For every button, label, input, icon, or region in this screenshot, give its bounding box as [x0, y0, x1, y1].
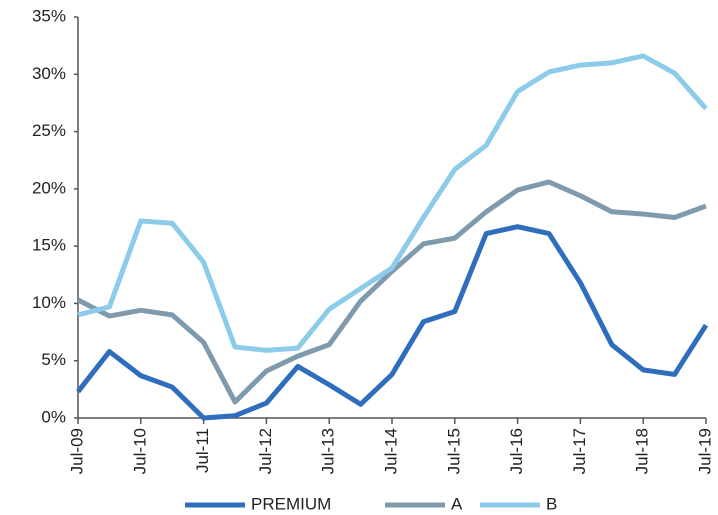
- y-tick-label: 15%: [32, 236, 66, 255]
- x-tick-label: Jul-13: [319, 428, 338, 474]
- series-line: [76, 179, 707, 405]
- series-line: [77, 53, 708, 353]
- y-tick-label: 0%: [41, 407, 66, 426]
- y-tick-label: 25%: [32, 121, 66, 140]
- legend-label: A: [451, 494, 463, 513]
- y-tick-label: 30%: [32, 64, 66, 83]
- x-tick-label: Jul-18: [633, 428, 652, 474]
- y-tick-label: 35%: [32, 6, 66, 25]
- legend-label: B: [546, 494, 557, 513]
- series-line: [76, 224, 709, 421]
- x-tick-label: Jul-16: [507, 428, 526, 474]
- x-tick-label: Jul-15: [444, 428, 463, 474]
- x-tick-label: Jul-09: [67, 428, 86, 474]
- x-tick-label: Jul-17: [570, 428, 589, 474]
- y-tick-label: 10%: [32, 293, 66, 312]
- y-tick-label: 20%: [32, 178, 66, 197]
- x-tick-label: Jul-11: [193, 428, 212, 473]
- x-tick-label: Jul-19: [695, 428, 714, 474]
- legend-label: PREMIUM: [251, 494, 331, 513]
- x-tick-label: Jul-10: [130, 428, 149, 474]
- y-tick-label: 5%: [41, 350, 66, 369]
- x-tick-label: Jul-14: [381, 428, 400, 474]
- x-tick-label: Jul-12: [256, 428, 275, 474]
